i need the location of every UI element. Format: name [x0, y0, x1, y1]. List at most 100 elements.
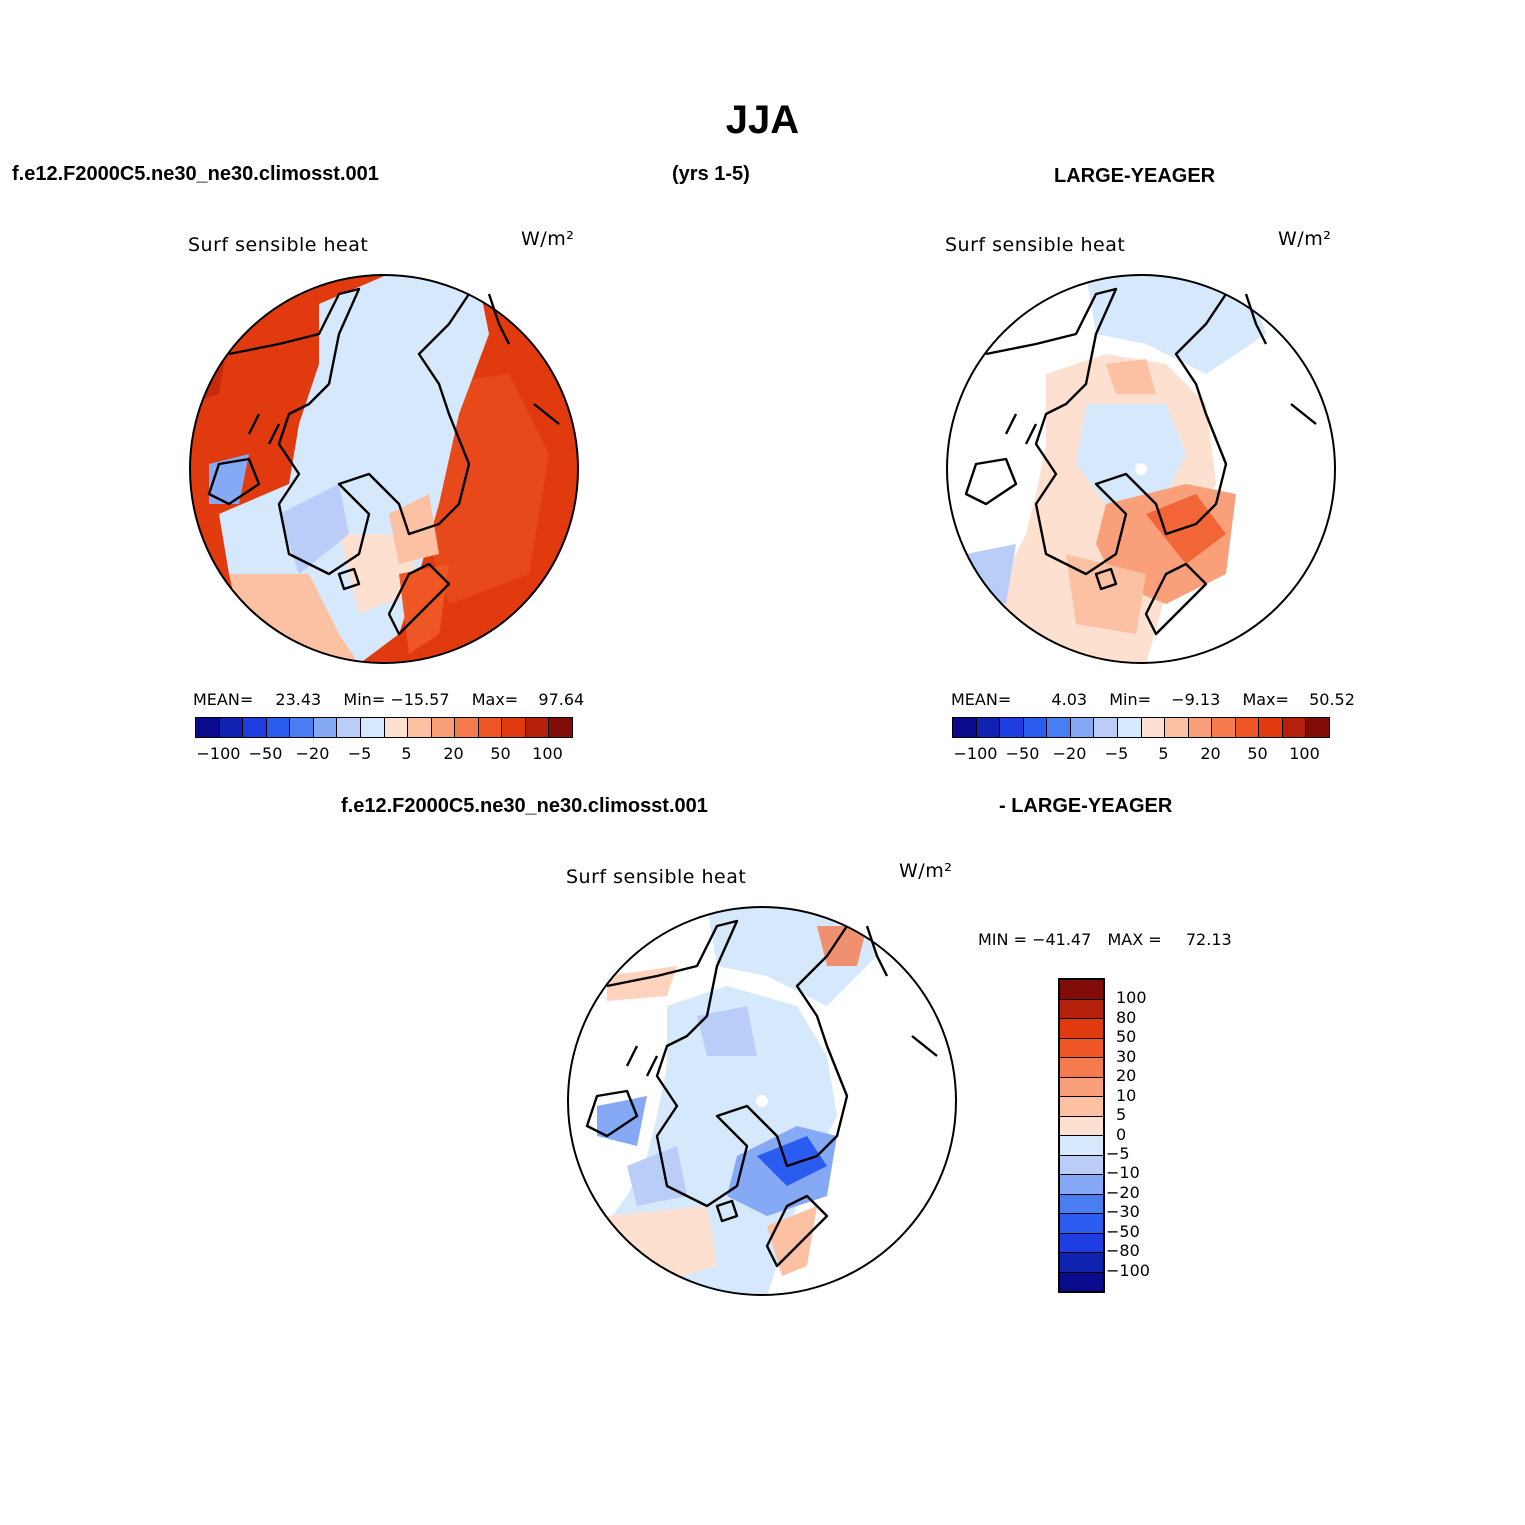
colorbar-cell: [1070, 718, 1095, 737]
colorbar-tick-label: −50: [1106, 1221, 1140, 1241]
panel1-map: [189, 274, 579, 664]
colorbar-cell: [196, 718, 220, 737]
max-label: Max=: [1242, 690, 1289, 709]
colorbar-cell: [243, 718, 267, 737]
colorbar-cell: [1060, 1058, 1103, 1078]
colorbar-cell: [290, 718, 314, 737]
colorbar-cell: [1060, 999, 1103, 1019]
colorbar-cell: [1212, 718, 1236, 737]
panel3-colorbar-labels: 100 80 50 30 20 10 5 0 −5 −10 −20 −30 −50 −80 −100: [1106, 978, 1186, 1289]
colorbar-tick-label: −100: [953, 744, 998, 763]
diff-obs-name: - LARGE-YEAGER: [999, 795, 1173, 817]
colorbar-tick-label: 20: [1200, 744, 1221, 763]
colorbar-cell: [976, 718, 1001, 737]
colorbar-tick-label: −50: [1005, 744, 1040, 763]
panel1-colorbar: [195, 717, 573, 738]
min-value: −15.57: [390, 690, 450, 709]
colorbar-cell: [502, 718, 526, 737]
max-value: 50.52: [1309, 690, 1355, 709]
panel2-map: [946, 274, 1336, 664]
colorbar-tick-label: 10: [1116, 1085, 1137, 1105]
colorbar-tick-label: −50: [248, 744, 283, 763]
colorbar-tick-label: 5: [401, 744, 412, 763]
colorbar-cell: [1306, 718, 1329, 737]
colorbar-cell: [384, 718, 409, 737]
colorbar-cell: [1165, 718, 1189, 737]
colorbar-cell: [266, 718, 291, 737]
min-label: MIN =: [978, 930, 1027, 949]
colorbar-cell: [408, 718, 432, 737]
mean-value: 23.43: [275, 690, 322, 709]
colorbar-tick-label: 100: [532, 744, 563, 763]
min-value: −9.13: [1171, 690, 1221, 709]
colorbar-cell: [1141, 718, 1166, 737]
colorbar-cell: [1060, 1194, 1103, 1214]
case-name: f.e12.F2000C5.ne30_ne30.climosst.001: [12, 163, 379, 185]
colorbar-cell: [1259, 718, 1283, 737]
colorbar-cell: [1060, 1155, 1103, 1175]
colorbar-cell: [1060, 1077, 1103, 1097]
panel1-stats: MEAN= 23.43 Min= −15.57 Max= 97.64: [193, 690, 584, 709]
colorbar-tick-label: 30: [1116, 1046, 1137, 1066]
min-label: Min=: [343, 690, 386, 709]
colorbar-cell: [549, 718, 572, 737]
panel3-stats: MIN = −41.47 MAX = 72.13: [978, 930, 1232, 949]
colorbar-tick-label: 100: [1116, 988, 1147, 1008]
colorbar-cell: [431, 718, 456, 737]
panel2-stats: MEAN= 4.03 Min= −9.13 Max= 50.52: [951, 690, 1355, 709]
colorbar-cell: [1282, 718, 1307, 737]
colorbar-tick-label: −10: [1106, 1163, 1140, 1183]
colorbar-cell: [478, 718, 503, 737]
panel3-map: [567, 906, 957, 1296]
colorbar-tick-label: 0: [1116, 1124, 1127, 1144]
season-title: JJA: [725, 98, 800, 142]
panel1-variable: Surf sensible heat: [188, 234, 369, 256]
colorbar-cell: [455, 718, 479, 737]
colorbar-tick-label: −100: [196, 744, 241, 763]
colorbar-cell: [1188, 718, 1213, 737]
colorbar-cell: [1235, 718, 1260, 737]
mean-label: MEAN=: [193, 690, 254, 709]
colorbar-cell: [337, 718, 361, 737]
colorbar-cell: [1060, 1038, 1103, 1058]
colorbar-tick-label: 50: [1116, 1027, 1137, 1047]
colorbar-tick-label: −80: [1106, 1241, 1140, 1261]
colorbar-cell: [1060, 1097, 1103, 1117]
colorbar-cell: [1060, 1019, 1103, 1039]
panel2-colorbar: [952, 717, 1330, 738]
colorbar-cell: [1060, 1136, 1103, 1156]
colorbar-tick-label: −5: [347, 744, 372, 763]
panel3-colorbar: [1058, 978, 1105, 1293]
mean-value: 4.03: [1051, 690, 1088, 709]
colorbar-tick-label: −30: [1106, 1202, 1140, 1222]
colorbar-tick-label: −20: [1106, 1182, 1140, 1202]
colorbar-cell: [1060, 1116, 1103, 1136]
colorbar-cell: [1047, 718, 1071, 737]
colorbar-tick-label: −20: [295, 744, 330, 763]
colorbar-tick-label: 50: [1247, 744, 1268, 763]
panel2-units: W/m²: [1278, 228, 1332, 250]
colorbar-tick-label: 20: [1116, 1066, 1137, 1086]
colorbar-tick-label: 5: [1116, 1105, 1127, 1125]
colorbar-cell: [1060, 1214, 1103, 1234]
colorbar-cell: [1000, 718, 1024, 737]
colorbar-cell: [953, 718, 977, 737]
colorbar-cell: [1060, 980, 1103, 1000]
colorbar-cell: [219, 718, 244, 737]
colorbar-cell: [313, 718, 338, 737]
colorbar-tick-label: −100: [1106, 1260, 1150, 1280]
colorbar-tick-label: 100: [1289, 744, 1320, 763]
colorbar-cell: [1060, 1272, 1103, 1291]
mean-label: MEAN=: [951, 690, 1012, 709]
colorbar-cell: [1023, 718, 1048, 737]
years-label: (yrs 1-5): [672, 163, 750, 185]
colorbar-tick-label: 20: [443, 744, 464, 763]
colorbar-cell: [525, 718, 550, 737]
max-value: 72.13: [1185, 930, 1232, 949]
colorbar-tick-label: 80: [1116, 1007, 1137, 1027]
panel3-units: W/m²: [899, 860, 953, 882]
colorbar-cell: [1060, 1233, 1103, 1253]
colorbar-cell: [360, 718, 385, 737]
colorbar-cell: [1117, 718, 1142, 737]
obs-name: LARGE-YEAGER: [1054, 165, 1216, 187]
